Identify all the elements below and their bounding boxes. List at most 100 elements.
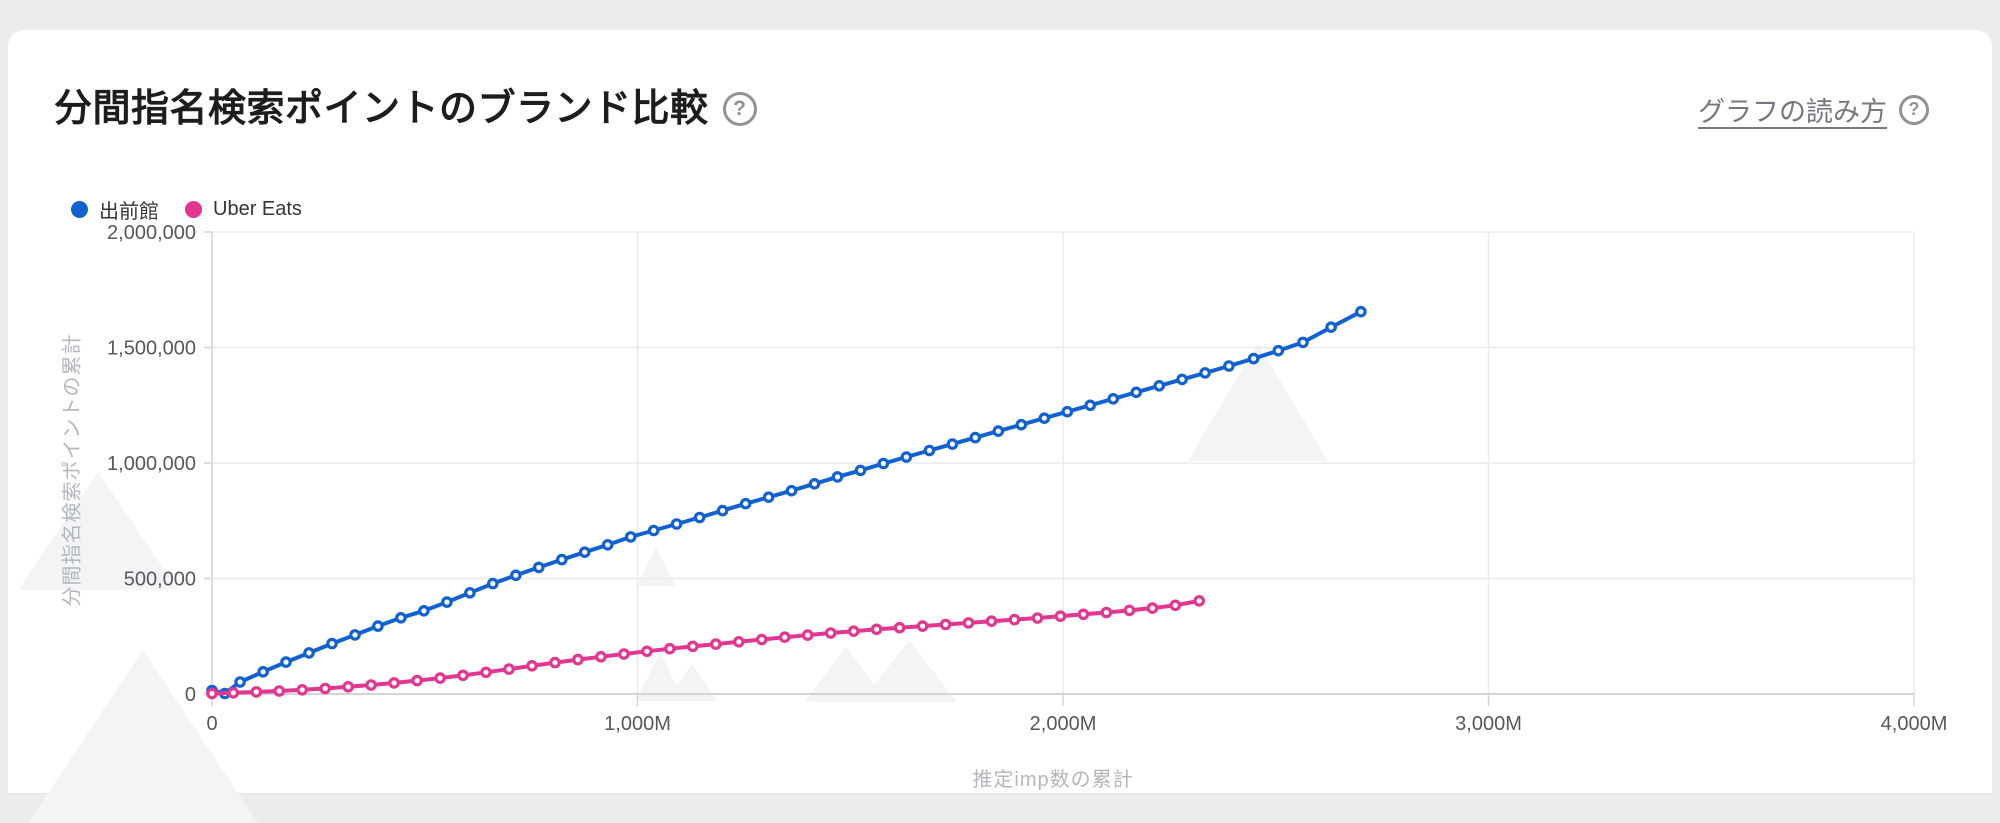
data-point-ubereats[interactable] [686, 640, 699, 653]
data-point-ubereats[interactable] [824, 627, 837, 639]
data-point-ubereats[interactable] [572, 653, 584, 666]
data-point-demaecan[interactable] [900, 451, 913, 463]
data-point-ubereats[interactable] [1123, 604, 1136, 617]
data-point-demaecan[interactable] [509, 569, 522, 582]
data-point-ubereats[interactable] [1100, 606, 1113, 619]
x-tick-label: 4,000M [1881, 713, 1948, 735]
data-point-ubereats[interactable] [227, 686, 240, 699]
data-point-ubereats[interactable] [342, 680, 354, 693]
data-point-demaecan[interactable] [418, 604, 430, 617]
data-point-ubereats[interactable] [319, 682, 331, 695]
data-point-demaecan[interactable] [1272, 344, 1285, 357]
data-point-ubereats[interactable] [503, 663, 515, 675]
data-point-ubereats[interactable] [916, 620, 929, 632]
data-point-demaecan[interactable] [785, 484, 798, 497]
data-point-demaecan[interactable] [257, 665, 269, 678]
data-point-demaecan[interactable] [716, 504, 729, 517]
data-point-demaecan[interactable] [1153, 379, 1165, 392]
data-point-ubereats[interactable] [1169, 599, 1182, 612]
data-point-demaecan[interactable] [1247, 352, 1260, 365]
data-point-ubereats[interactable] [434, 672, 446, 684]
data-point-demaecan[interactable] [486, 577, 499, 590]
data-point-demaecan[interactable] [762, 491, 775, 503]
data-point-demaecan[interactable] [349, 629, 361, 641]
data-point-demaecan[interactable] [1084, 399, 1096, 412]
data-point-ubereats[interactable] [388, 677, 400, 689]
legend-item-ubereats[interactable]: Uber Eats [185, 198, 302, 221]
data-point-ubereats[interactable] [411, 674, 423, 687]
data-point-ubereats[interactable] [778, 631, 791, 643]
title-help-icon[interactable]: ? [722, 92, 757, 126]
data-point-demaecan[interactable] [1325, 321, 1337, 333]
data-point-ubereats[interactable] [870, 623, 883, 636]
data-point-demaecan[interactable] [1297, 336, 1309, 349]
data-point-demaecan[interactable] [854, 464, 867, 477]
data-point-demaecan[interactable] [1107, 392, 1119, 405]
data-point-ubereats[interactable] [365, 679, 377, 691]
data-point-demaecan[interactable] [464, 586, 476, 599]
brand-comparison-line-chart[interactable]: 0 500,000 1,000,000 1,500,000 2,000,000 0 1,00… [8, 30, 2000, 823]
data-point-ubereats[interactable] [641, 645, 653, 658]
data-point-ubereats[interactable] [801, 629, 814, 641]
data-point-ubereats[interactable] [1008, 613, 1021, 626]
data-point-ubereats[interactable] [206, 687, 218, 700]
data-point-demaecan[interactable] [1199, 367, 1211, 379]
data-point-demaecan[interactable] [969, 431, 982, 444]
data-point-ubereats[interactable] [1146, 602, 1159, 614]
data-point-demaecan[interactable] [280, 656, 292, 668]
legend-item-demaecan[interactable]: 出前館 [71, 195, 159, 224]
data-point-demaecan[interactable] [303, 647, 315, 659]
data-point-ubereats[interactable] [732, 635, 745, 648]
data-point-ubereats[interactable] [1031, 612, 1044, 624]
data-point-demaecan[interactable] [441, 596, 453, 608]
data-point-demaecan[interactable] [578, 546, 591, 558]
data-point-demaecan[interactable] [1176, 373, 1188, 386]
data-point-ubereats[interactable] [296, 683, 308, 696]
data-point-demaecan[interactable] [1355, 305, 1367, 318]
data-point-demaecan[interactable] [647, 524, 660, 537]
data-point-demaecan[interactable] [601, 538, 614, 551]
data-point-demaecan[interactable] [877, 457, 890, 470]
data-point-ubereats[interactable] [618, 648, 630, 660]
data-point-demaecan[interactable] [624, 531, 637, 543]
data-point-demaecan[interactable] [326, 637, 338, 650]
data-point-demaecan[interactable] [808, 477, 821, 490]
data-point-demaecan[interactable] [555, 553, 568, 566]
data-point-ubereats[interactable] [549, 656, 561, 669]
data-point-ubereats[interactable] [1193, 595, 1205, 607]
data-point-ubereats[interactable] [847, 625, 860, 637]
data-point-demaecan[interactable] [946, 438, 959, 450]
data-point-demaecan[interactable] [395, 611, 407, 624]
data-point-demaecan[interactable] [532, 561, 545, 574]
data-point-demaecan[interactable] [1015, 418, 1028, 431]
data-point-ubereats[interactable] [893, 621, 906, 634]
data-point-demaecan[interactable] [234, 676, 246, 688]
data-point-ubereats[interactable] [1054, 610, 1067, 622]
data-point-demaecan[interactable] [1223, 360, 1235, 372]
data-point-ubereats[interactable] [985, 615, 998, 627]
data-point-ubereats[interactable] [480, 666, 492, 679]
data-point-demaecan[interactable] [1038, 412, 1051, 424]
link-help-icon[interactable]: ? [1899, 94, 1929, 125]
data-point-demaecan[interactable] [372, 620, 384, 632]
data-point-ubereats[interactable] [250, 686, 263, 698]
data-point-demaecan[interactable] [923, 444, 936, 457]
data-point-demaecan[interactable] [693, 511, 706, 524]
data-point-ubereats[interactable] [663, 642, 676, 655]
graph-reading-guide-link[interactable]: グラフの読み方 [1698, 97, 1887, 127]
data-point-ubereats[interactable] [457, 669, 469, 682]
data-point-demaecan[interactable] [1130, 386, 1142, 399]
data-point-ubereats[interactable] [939, 618, 952, 631]
data-point-ubereats[interactable] [595, 650, 607, 663]
data-point-ubereats[interactable] [526, 659, 538, 672]
data-point-ubereats[interactable] [1077, 608, 1090, 621]
data-point-demaecan[interactable] [831, 471, 844, 483]
data-point-demaecan[interactable] [670, 518, 683, 530]
data-point-ubereats[interactable] [962, 617, 975, 629]
data-point-ubereats[interactable] [709, 638, 722, 650]
data-point-demaecan[interactable] [1061, 405, 1074, 418]
data-point-demaecan[interactable] [992, 425, 1005, 437]
data-point-demaecan[interactable] [739, 497, 752, 510]
data-point-ubereats[interactable] [273, 685, 285, 697]
data-point-ubereats[interactable] [755, 633, 768, 646]
